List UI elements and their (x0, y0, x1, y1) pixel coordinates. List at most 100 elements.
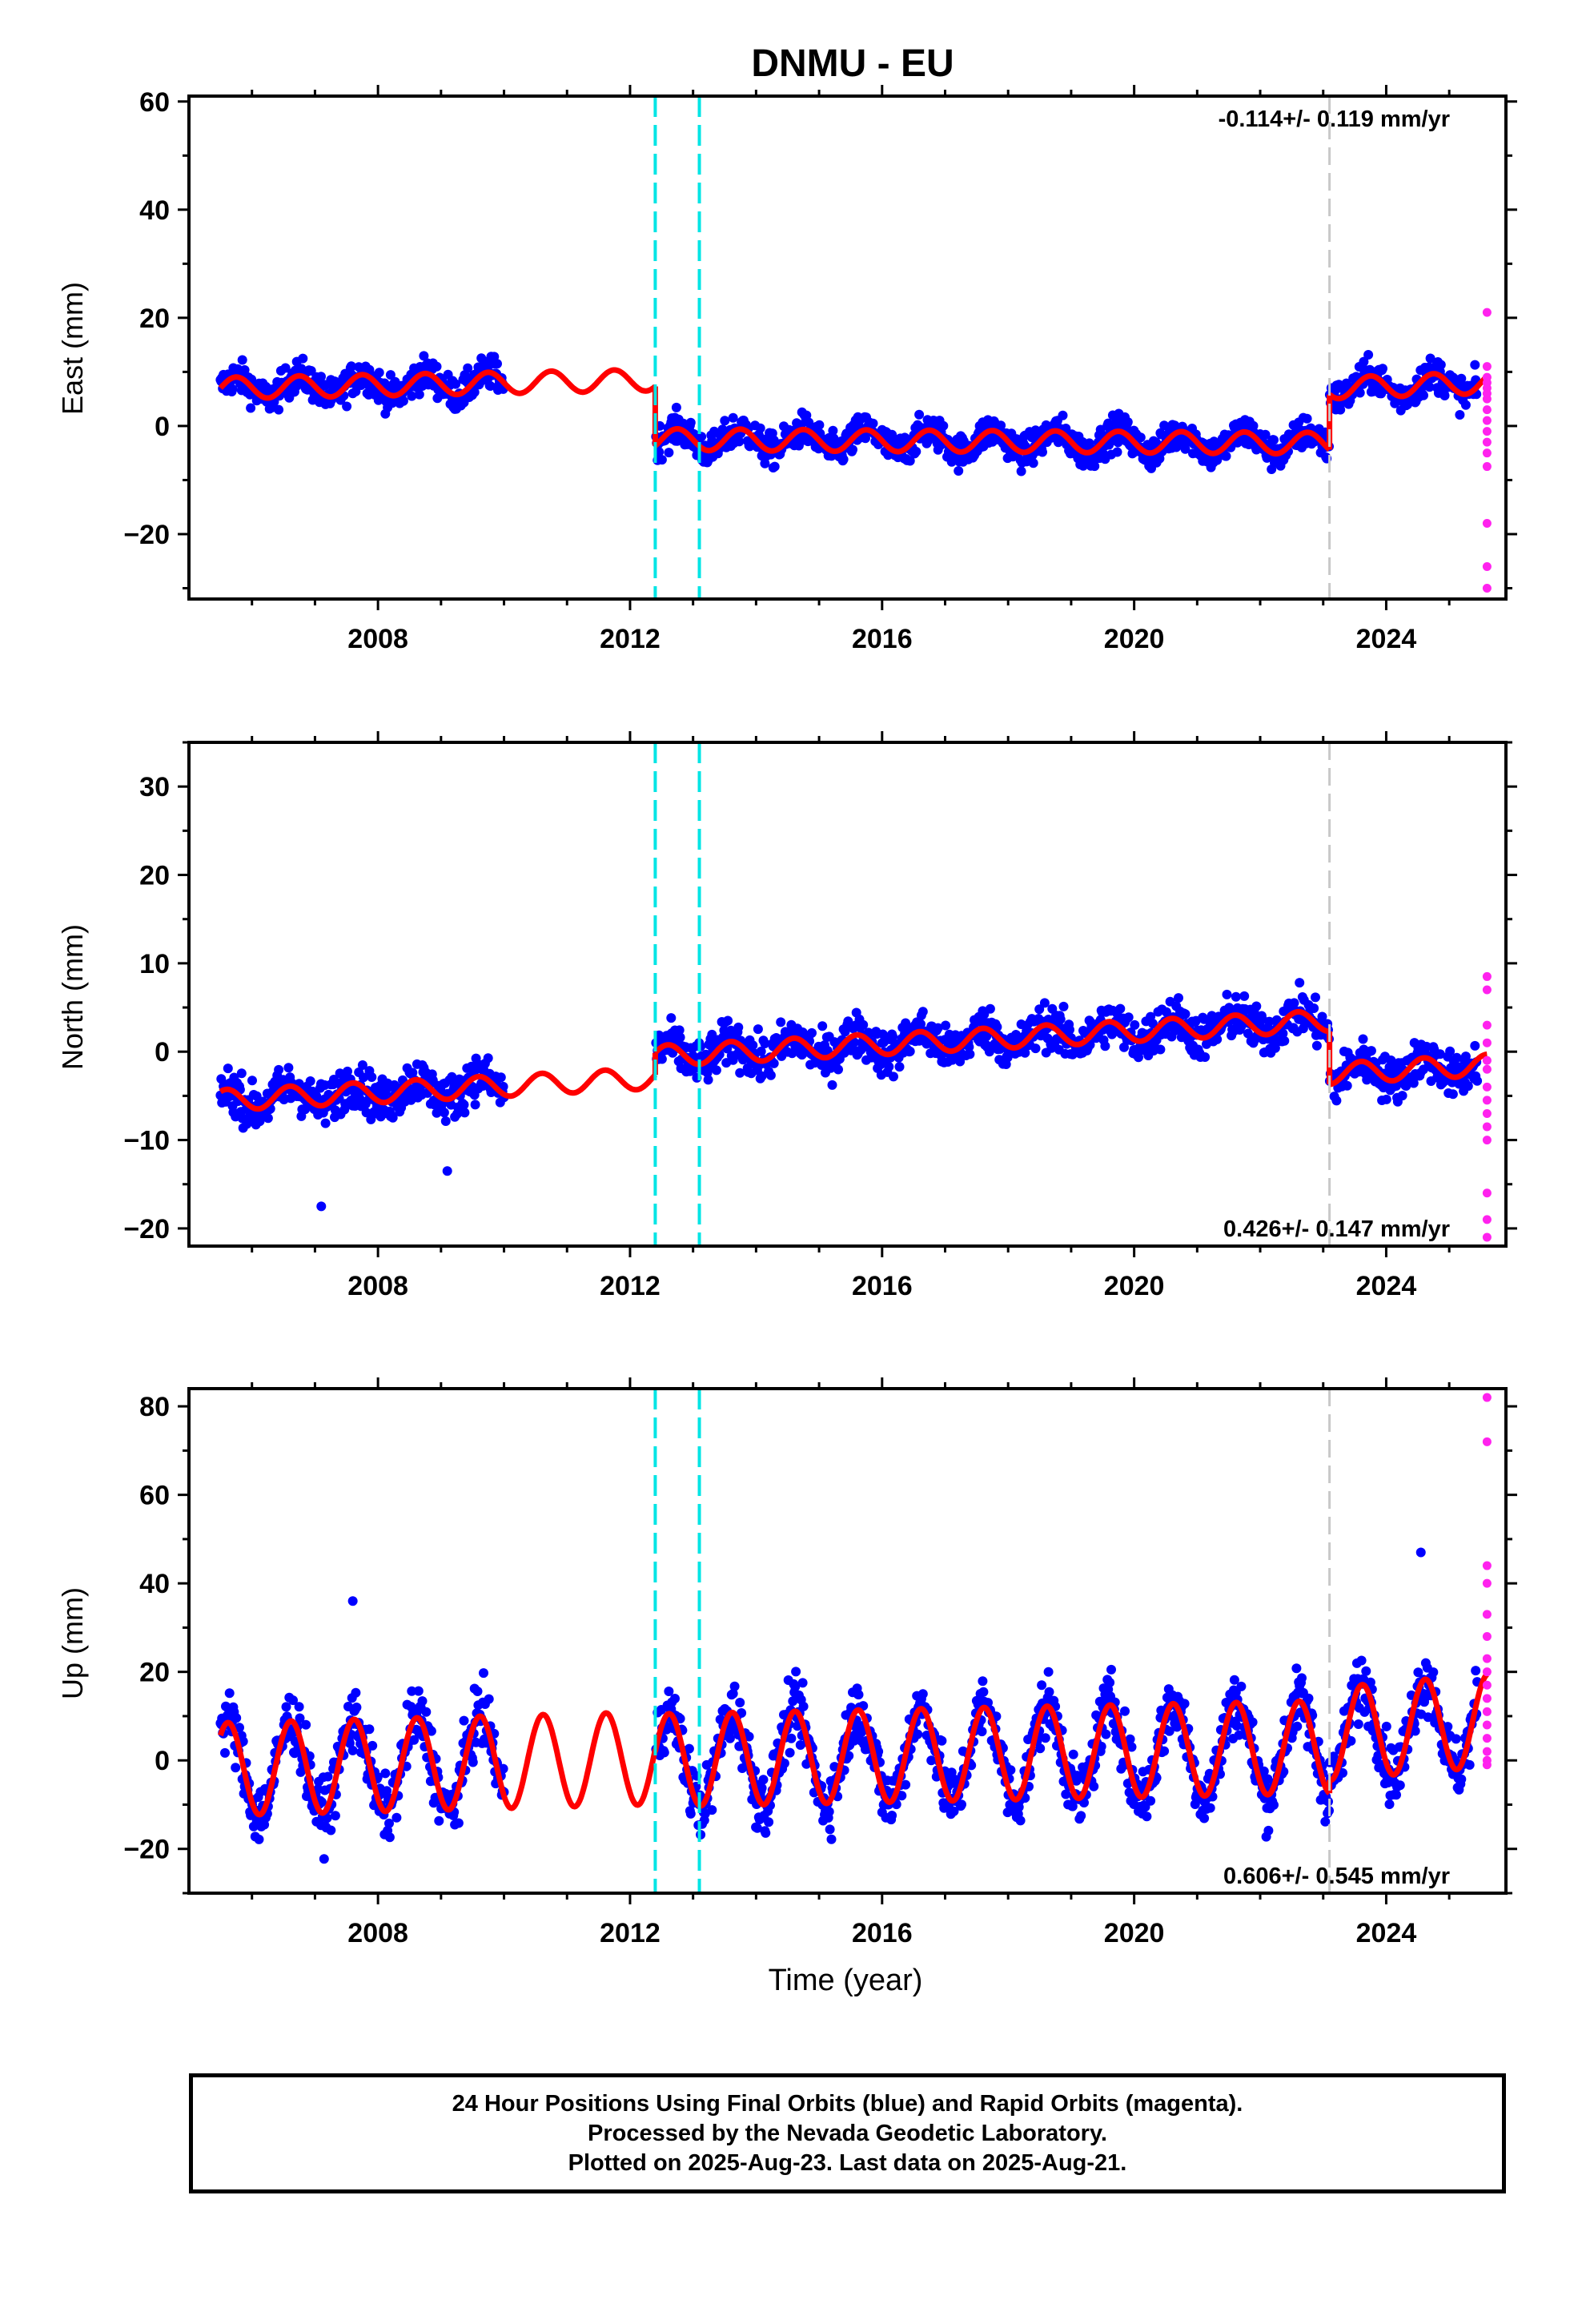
north-final-orbit-point (460, 1108, 470, 1118)
east-final-orbit-point (720, 416, 730, 426)
up-final-orbit-point (421, 1707, 432, 1717)
north-rapid-orbit-point (1482, 1082, 1492, 1092)
north-final-orbit-point (263, 1113, 273, 1124)
north-rapid-orbit-point (1482, 1096, 1492, 1105)
up-rapid-orbit-point (1482, 1437, 1492, 1446)
east-final-orbit-point (374, 368, 384, 378)
east-final-orbit-point (485, 381, 496, 391)
north-final-orbit-point (320, 1118, 331, 1128)
up-y-tick-label: −20 (123, 1835, 170, 1865)
east-final-orbit-point (1269, 435, 1279, 445)
north-final-orbit-point (817, 1021, 828, 1031)
north-final-orbit-point (442, 1166, 452, 1176)
north-final-orbit-point (358, 1072, 368, 1083)
up-final-orbit-point (1361, 1666, 1371, 1676)
up-final-orbit-point (1101, 1729, 1111, 1739)
chart-title: DNMU - EU (751, 42, 954, 85)
north-y-tick-label: −10 (123, 1126, 170, 1156)
up-final-orbit-point (351, 1687, 361, 1698)
east-plot-frame (187, 94, 1508, 601)
east-y-tick-label: 20 (139, 304, 170, 334)
north-y-tick-label: −20 (123, 1214, 170, 1244)
north-final-orbit-point (1295, 978, 1305, 988)
east-y-tick-label: −20 (123, 520, 170, 550)
east-final-orbit-point (1122, 417, 1133, 427)
east-y-tick-label: 60 (139, 87, 170, 118)
up-rapid-orbit-point (1482, 1610, 1492, 1619)
north-final-orbit-point (1123, 1012, 1134, 1023)
east-final-orbit-point (1419, 390, 1428, 400)
east-final-orbit-point (1090, 461, 1100, 472)
east-rapid-orbit-point (1482, 462, 1492, 472)
up-final-orbit-point (484, 1694, 494, 1704)
up-final-orbit-point (824, 1807, 834, 1817)
north-final-orbit-point (1200, 1052, 1211, 1062)
north-final-orbit-point (1470, 1040, 1480, 1051)
up-rapid-orbit-point (1482, 1694, 1492, 1703)
up-x-tick-label: 2024 (1356, 1918, 1417, 1948)
up-final-orbit-point (1471, 1666, 1481, 1676)
up-rapid-orbit-point (1482, 1667, 1492, 1677)
east-rapid-orbit-point (1482, 394, 1492, 404)
up-final-orbit-point (231, 1763, 241, 1773)
up-final-orbit-point (978, 1676, 988, 1687)
up-final-orbit-point (294, 1702, 304, 1712)
caption-box: 24 Hour Positions Using Final Orbits (bl… (189, 2073, 1506, 2193)
up-final-orbit-point (791, 1667, 801, 1677)
up-final-orbit-point (764, 1817, 774, 1827)
east-model-curve (1327, 371, 1489, 402)
north-final-orbit-point (343, 1066, 352, 1076)
east-final-orbit-point (734, 436, 745, 447)
east-x-tick-label: 2008 (347, 624, 408, 654)
up-final-orbit-point (1303, 1693, 1314, 1703)
up-final-orbit-point (1297, 1673, 1307, 1683)
east-final-orbit-point (685, 417, 696, 428)
north-final-orbit-point (483, 1053, 493, 1063)
north-final-orbit-point (1055, 1014, 1066, 1024)
east-y-tick-label: 40 (139, 195, 170, 226)
east-final-orbit-point (697, 432, 707, 442)
up-final-orbit-point (1415, 1547, 1426, 1558)
north-x-tick-label: 2012 (600, 1271, 661, 1301)
east-final-orbit-point (492, 359, 502, 369)
up-y-tick-label: 60 (139, 1481, 170, 1511)
east-final-orbit-point (760, 458, 770, 468)
north-final-orbit-point (985, 1003, 995, 1014)
east-final-orbit-point (671, 402, 681, 412)
east-final-orbit-point (469, 387, 480, 397)
east-final-orbit-point (346, 361, 356, 372)
east-final-orbit-point (419, 351, 429, 361)
north-final-orbit-point (459, 1100, 469, 1110)
east-final-orbit-point (954, 466, 964, 476)
up-rapid-orbit-point (1482, 1578, 1492, 1588)
up-final-orbit-point (913, 1729, 923, 1739)
east-final-orbit-point (451, 379, 461, 389)
up-final-orbit-point (917, 1689, 928, 1699)
east-final-orbit-point (239, 365, 250, 375)
caption-line-1: 24 Hour Positions Using Final Orbits (bl… (452, 2090, 1243, 2117)
east-final-orbit-point (398, 396, 408, 406)
north-final-orbit-point (827, 1080, 837, 1090)
north-x-tick-label: 2016 (852, 1271, 913, 1301)
north-final-orbit-point (236, 1068, 247, 1079)
up-rapid-orbit-point (1482, 1680, 1492, 1690)
east-final-orbit-point (1159, 420, 1170, 431)
up-final-orbit-point (459, 1715, 469, 1726)
up-final-orbit-point (1205, 1803, 1215, 1813)
east-final-orbit-point (911, 446, 921, 456)
north-rapid-orbit-point (1482, 1055, 1492, 1065)
east-final-orbit-point (342, 401, 352, 412)
east-final-orbit-point (1221, 451, 1231, 461)
east-final-orbit-point (1335, 404, 1346, 415)
up-final-orbit-point (1464, 1759, 1475, 1770)
east-final-orbit-point (1425, 353, 1435, 364)
up-rapid-orbit-point (1482, 1393, 1492, 1402)
east-final-orbit-point (1456, 373, 1467, 384)
east-x-tick-label: 2016 (852, 624, 913, 654)
north-rate-label: 0.426+/- 0.147 mm/yr (1223, 1216, 1450, 1242)
up-final-orbit-point (1106, 1664, 1116, 1675)
east-final-orbit-point (769, 461, 780, 472)
north-x-tick-label: 2008 (347, 1271, 408, 1301)
